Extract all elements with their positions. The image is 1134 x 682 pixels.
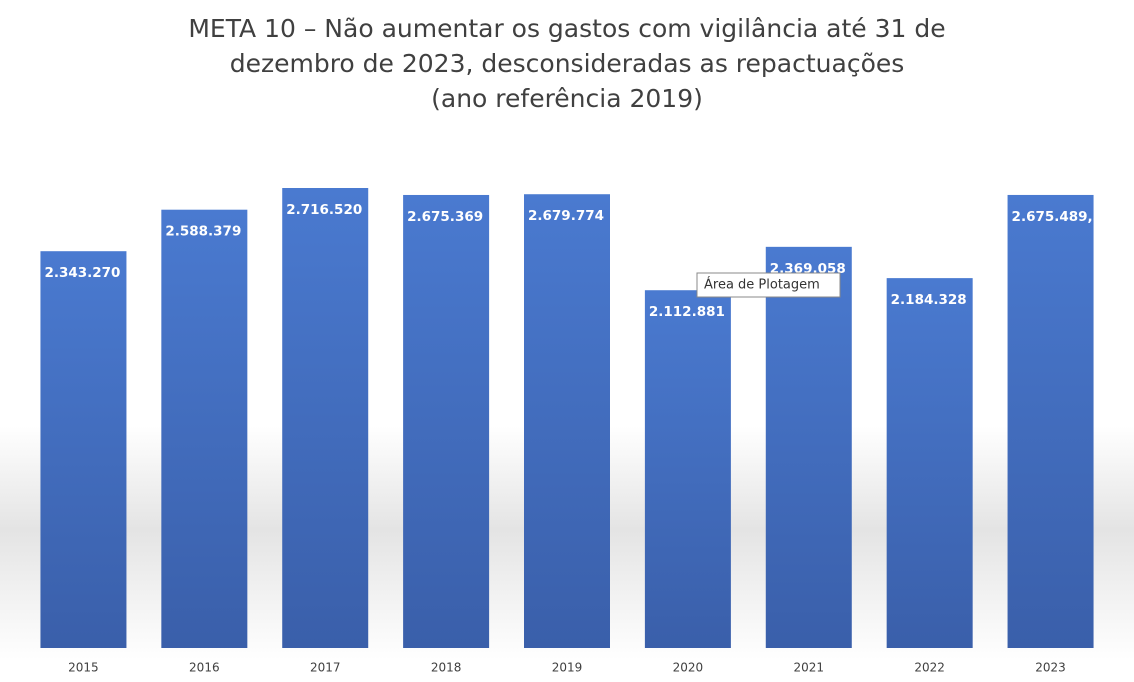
- data-label: 2.343.270: [44, 265, 120, 281]
- data-label: 2.588.379: [165, 224, 241, 240]
- data-label: 2.716.520: [286, 202, 362, 218]
- x-tick-label: 2021: [794, 661, 825, 675]
- x-tick-label: 2016: [189, 661, 220, 675]
- data-label: 2.675.369: [407, 209, 483, 225]
- bar: [886, 278, 973, 648]
- data-label: 2.184.328: [891, 292, 967, 308]
- chart-title: dezembro de 2023, desconsideradas as rep…: [230, 49, 905, 78]
- data-label: 2.675.489,56: [1012, 209, 1112, 225]
- x-tick-label: 2020: [673, 661, 704, 675]
- x-tick-label: 2022: [914, 661, 945, 675]
- x-tick-label: 2019: [552, 661, 583, 675]
- chart-title: META 10 – Não aumentar os gastos com vig…: [188, 14, 945, 43]
- bar: [40, 251, 127, 648]
- data-label: 2.112.881: [649, 304, 725, 320]
- x-tick-label: 2018: [431, 661, 462, 675]
- chart-title: (ano referência 2019): [431, 84, 703, 113]
- bar: [282, 188, 369, 648]
- data-label: 2.679.774: [528, 208, 604, 224]
- tooltip: Área de Plotagem: [704, 277, 820, 293]
- bar: [765, 246, 852, 649]
- bar: [403, 194, 490, 649]
- x-tick-label: 2017: [310, 661, 341, 675]
- bar: [524, 194, 610, 648]
- bar: [644, 290, 731, 648]
- x-tick-label: 2015: [68, 661, 99, 675]
- x-tick-label: 2023: [1035, 661, 1066, 675]
- tooltip-box: [696, 272, 841, 298]
- bar: [161, 209, 248, 648]
- bar: [1007, 194, 1094, 648]
